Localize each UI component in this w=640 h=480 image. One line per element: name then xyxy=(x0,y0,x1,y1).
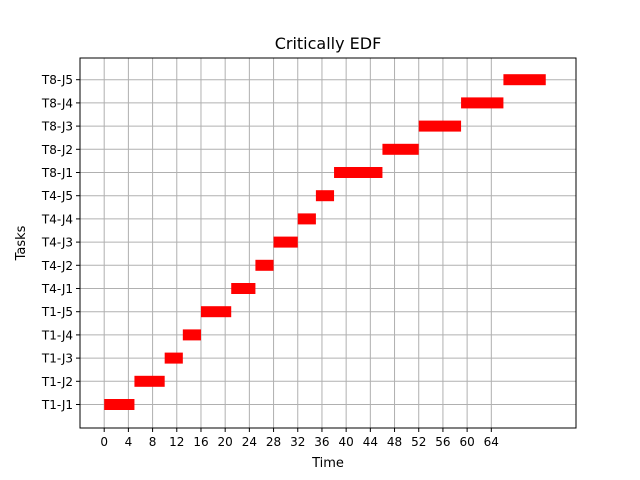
x-tick-label: 4 xyxy=(125,435,133,449)
x-axis-ticks: 0 4 8 12 16 20 24 28 32 36 40 44 48 52 56 60 64 xyxy=(100,428,499,449)
y-tick-label: T1-J1 xyxy=(41,398,73,412)
x-tick-label: 20 xyxy=(218,435,233,449)
bars xyxy=(104,74,546,410)
y-tick-label: T1-J2 xyxy=(41,375,73,389)
x-tick-label: 12 xyxy=(169,435,184,449)
x-axis-label: Time xyxy=(311,456,344,471)
bar-t1-j5 xyxy=(200,306,232,318)
bar-t4-j2 xyxy=(255,259,274,271)
y-tick-label: T4-J1 xyxy=(41,282,73,296)
y-tick-label: T1-J5 xyxy=(41,305,73,319)
x-tick-label: 16 xyxy=(193,435,208,449)
y-tick-label: T4-J4 xyxy=(41,212,73,226)
bar-t1-j4 xyxy=(182,329,201,341)
y-tick-label: T8-J3 xyxy=(41,120,73,134)
x-tick-label: 44 xyxy=(363,435,378,449)
y-tick-label: T1-J4 xyxy=(41,328,73,342)
y-tick-label: T8-J5 xyxy=(41,73,73,87)
bar-t1-j3 xyxy=(164,352,183,364)
bar-t1-j1 xyxy=(104,399,135,410)
x-tick-label: 56 xyxy=(435,435,450,449)
x-tick-label: 8 xyxy=(149,435,157,449)
bar-t4-j3 xyxy=(273,236,298,248)
y-tick-label: T8-J1 xyxy=(41,166,73,180)
bar-t4-j1 xyxy=(231,283,256,294)
plot-frame xyxy=(79,57,577,429)
x-tick-label: 0 xyxy=(100,435,108,449)
bar-t4-j5 xyxy=(315,190,335,202)
x-tick-label: 32 xyxy=(290,435,305,449)
bar-t8-j4 xyxy=(461,97,504,109)
x-tick-label: 40 xyxy=(339,435,354,449)
x-tick-label: 24 xyxy=(242,435,257,449)
bar-t8-j1 xyxy=(334,167,383,178)
bar-t8-j2 xyxy=(382,143,419,155)
x-tick-label: 60 xyxy=(459,435,474,449)
x-tick-label: 28 xyxy=(266,435,281,449)
bar-t8-j5 xyxy=(503,74,546,86)
y-tick-label: T4-J3 xyxy=(41,236,73,250)
bar-t1-j2 xyxy=(134,375,165,387)
x-tick-label: 64 xyxy=(484,435,499,449)
y-tick-label: T8-J4 xyxy=(41,96,73,110)
y-axis-label: Tasks xyxy=(14,225,29,261)
x-tick-label: 52 xyxy=(411,435,426,449)
y-tick-label: T4-J5 xyxy=(41,189,73,203)
x-tick-label: 48 xyxy=(387,435,402,449)
bar-t8-j3 xyxy=(418,120,462,132)
y-tick-label: T4-J2 xyxy=(41,259,73,273)
chart-title: Critically EDF xyxy=(275,34,382,53)
bar-t4-j4 xyxy=(297,213,316,225)
y-tick-label: T8-J2 xyxy=(41,143,73,157)
y-axis-ticks: T1-J1 T1-J2 T1-J3 T1-J4 T1-J5 T4-J1 T4-J2 T4-J3… xyxy=(41,73,80,412)
grid xyxy=(80,58,576,428)
y-tick-label: T1-J3 xyxy=(41,352,73,366)
x-tick-label: 36 xyxy=(314,435,329,449)
